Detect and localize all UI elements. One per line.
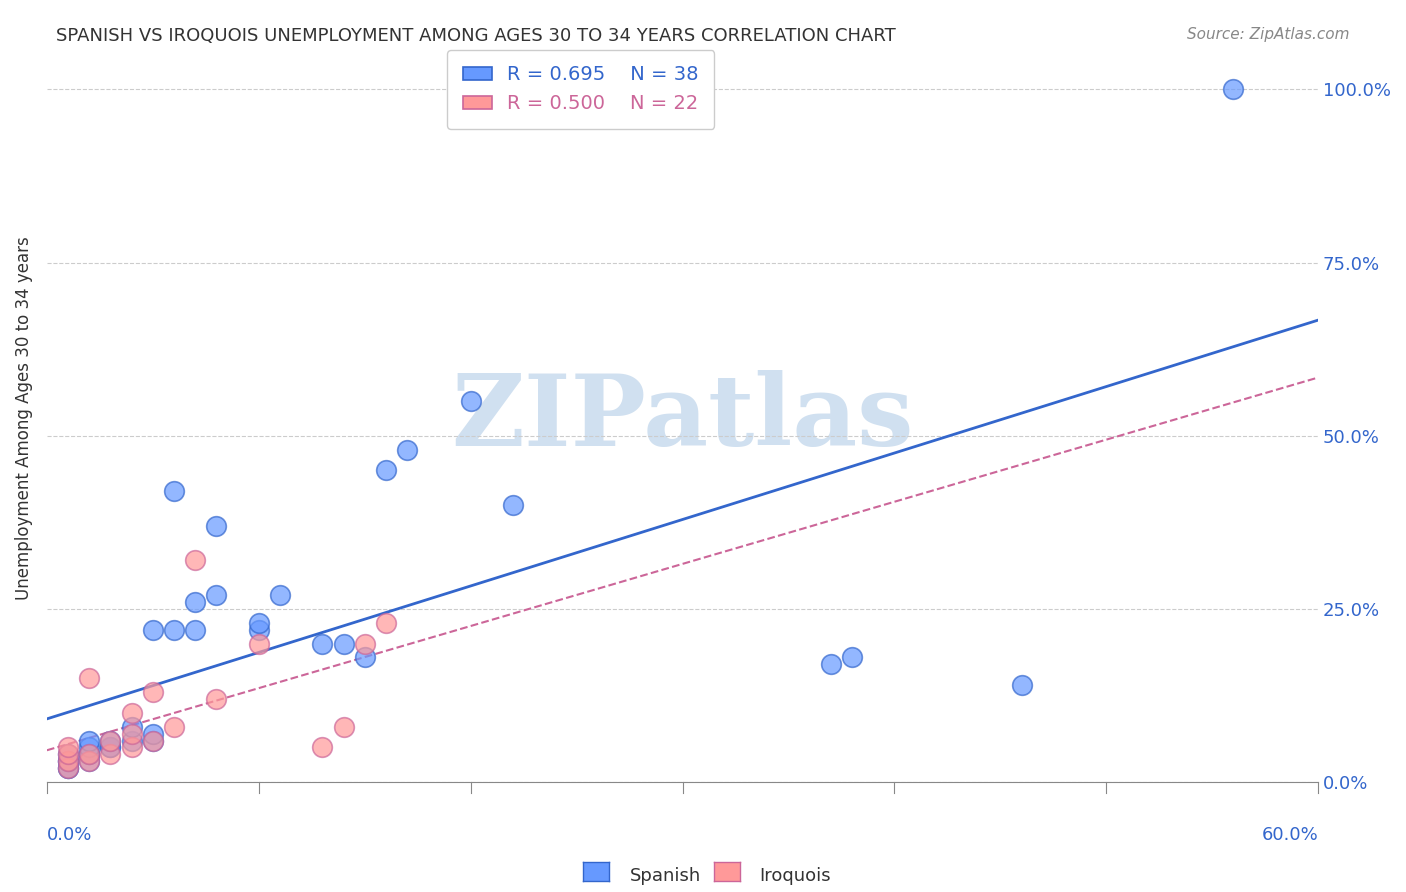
Point xyxy=(77,747,100,762)
Text: ZIPatlas: ZIPatlas xyxy=(451,370,914,467)
Point xyxy=(56,761,79,775)
Point xyxy=(77,733,100,747)
Point xyxy=(77,740,100,755)
Point xyxy=(184,623,207,637)
Point xyxy=(163,720,186,734)
Point xyxy=(1222,82,1244,96)
Point xyxy=(374,463,396,477)
Point xyxy=(121,740,143,755)
Point xyxy=(56,755,79,769)
Point xyxy=(142,685,165,699)
Point xyxy=(56,761,79,775)
Point xyxy=(247,623,270,637)
Point xyxy=(502,498,524,512)
Point xyxy=(142,733,165,747)
Text: Source: ZipAtlas.com: Source: ZipAtlas.com xyxy=(1187,27,1350,42)
Text: 0.0%: 0.0% xyxy=(46,826,93,844)
Point xyxy=(56,747,79,762)
Point xyxy=(205,692,228,706)
Point xyxy=(100,740,122,755)
Point xyxy=(77,755,100,769)
Point xyxy=(353,650,375,665)
Point xyxy=(56,755,79,769)
Point xyxy=(163,484,186,499)
Point xyxy=(820,657,842,672)
Point xyxy=(205,518,228,533)
Point xyxy=(332,636,354,650)
Point xyxy=(56,740,79,755)
Point xyxy=(184,595,207,609)
Point xyxy=(1011,678,1033,692)
Point xyxy=(100,747,122,762)
Point xyxy=(142,733,165,747)
Point xyxy=(353,636,375,650)
Text: SPANISH VS IROQUOIS UNEMPLOYMENT AMONG AGES 30 TO 34 YEARS CORRELATION CHART: SPANISH VS IROQUOIS UNEMPLOYMENT AMONG A… xyxy=(56,27,896,45)
Point xyxy=(100,733,122,747)
Point xyxy=(121,733,143,747)
Point xyxy=(77,747,100,762)
Point xyxy=(56,747,79,762)
Point xyxy=(247,615,270,630)
Point xyxy=(77,755,100,769)
Point xyxy=(247,636,270,650)
Point xyxy=(142,623,165,637)
Point xyxy=(396,442,419,457)
Point xyxy=(56,761,79,775)
Point xyxy=(374,615,396,630)
Point xyxy=(121,720,143,734)
Point xyxy=(100,733,122,747)
Point xyxy=(163,623,186,637)
Text: 60.0%: 60.0% xyxy=(1261,826,1319,844)
Legend: R = 0.695    N = 38, R = 0.500    N = 22: R = 0.695 N = 38, R = 0.500 N = 22 xyxy=(447,50,714,128)
Point xyxy=(205,588,228,602)
Point xyxy=(311,636,333,650)
Text: Iroquois: Iroquois xyxy=(759,867,831,885)
Point xyxy=(77,671,100,685)
Point xyxy=(56,755,79,769)
Point xyxy=(332,720,354,734)
Point xyxy=(841,650,863,665)
Point xyxy=(184,553,207,567)
Point xyxy=(121,726,143,740)
Point xyxy=(142,726,165,740)
Y-axis label: Unemployment Among Ages 30 to 34 years: Unemployment Among Ages 30 to 34 years xyxy=(15,236,32,600)
Point xyxy=(269,588,291,602)
Point xyxy=(121,706,143,720)
Point xyxy=(311,740,333,755)
Point xyxy=(100,740,122,755)
Text: Spanish: Spanish xyxy=(630,867,702,885)
Point xyxy=(460,394,482,409)
Point xyxy=(77,747,100,762)
